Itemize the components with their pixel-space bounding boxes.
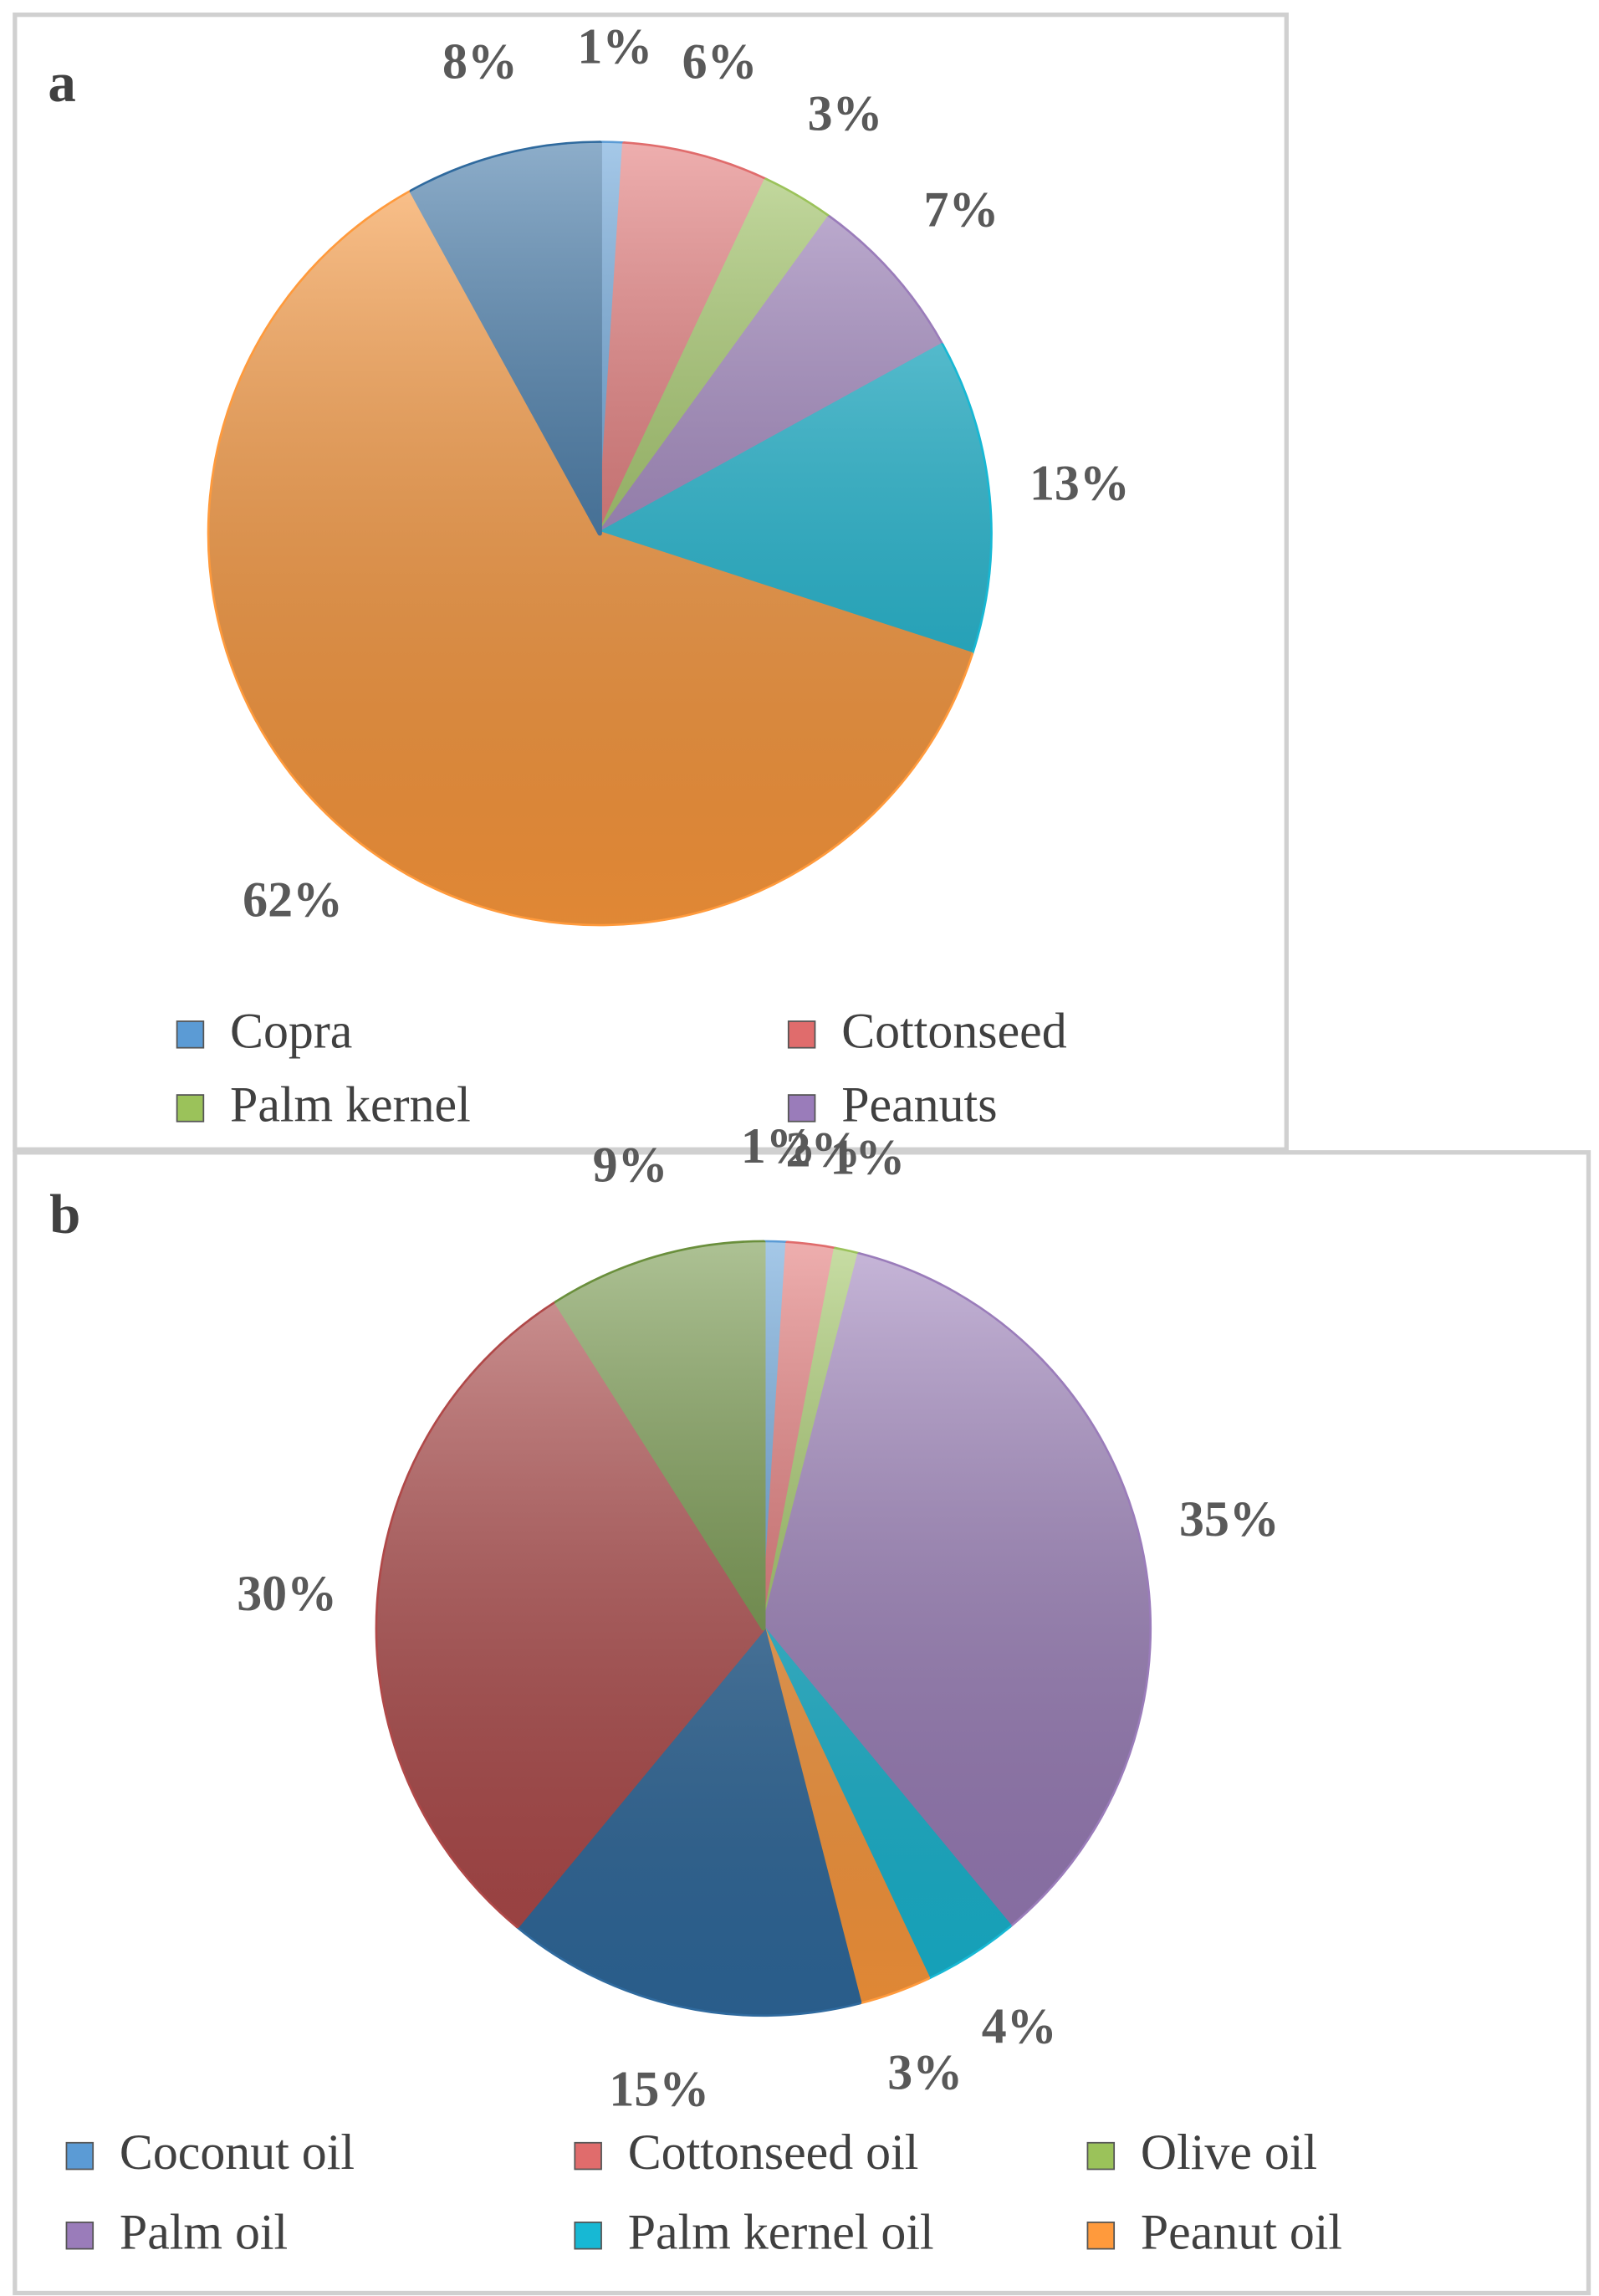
data-label: 8% (442, 34, 518, 89)
legend-swatch (1086, 2141, 1116, 2171)
data-label: 2% (785, 1122, 861, 1177)
data-label: 62% (243, 872, 343, 927)
legend-label: Olive oil (1141, 2125, 1317, 2180)
panel-frame (13, 1150, 1591, 2296)
panel-label: a (48, 52, 75, 114)
legend-label: Coconut oil (120, 2125, 355, 2180)
data-label: 3% (808, 86, 883, 141)
legend-label: Cottonseed oil (628, 2125, 919, 2180)
data-label: 1% (741, 1118, 816, 1174)
data-label: 6% (682, 34, 758, 89)
data-label: 4% (982, 1999, 1057, 2054)
legend-swatch (65, 2141, 95, 2171)
data-label: 7% (924, 182, 999, 238)
legend-swatch (65, 2222, 95, 2250)
data-label: 1% (830, 1130, 905, 1185)
data-label: 30% (237, 1566, 337, 1621)
legend-label: Palm oil (120, 2204, 288, 2259)
legend-swatch (574, 2141, 602, 2171)
panel-frame (13, 12, 1289, 1152)
data-label: 13% (1029, 455, 1130, 510)
legend-label: Peanuts (841, 1076, 997, 1132)
legend-label: Palm kernel (230, 1076, 471, 1132)
legend-label: Copra (230, 1003, 352, 1058)
legend-swatch (574, 2222, 602, 2250)
legend-swatch (176, 1020, 205, 1049)
legend-label: Cottonseed (841, 1003, 1067, 1058)
legend-swatch (787, 1020, 816, 1049)
legend-swatch (1086, 2222, 1116, 2250)
legend-swatch (787, 1094, 816, 1122)
data-label: 1% (577, 19, 652, 74)
data-label: 3% (887, 2045, 963, 2100)
legend-label: Palm kernel oil (628, 2204, 934, 2259)
panel-label: b (49, 1184, 80, 1245)
legend-swatch (176, 1094, 205, 1122)
data-label: 9% (593, 1137, 668, 1192)
data-label: 35% (1179, 1491, 1280, 1547)
data-label: 15% (609, 2062, 709, 2117)
legend-label: Peanut oil (1141, 2204, 1342, 2259)
